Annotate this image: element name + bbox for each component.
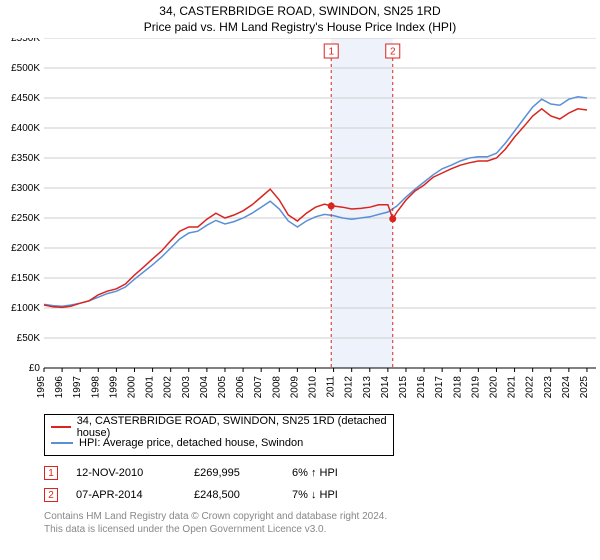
svg-text:2004: 2004: [199, 376, 210, 399]
chart-area: £0 £50K £100K £150K £200K £250K £300K £350K £400…: [0, 38, 600, 408]
svg-text:2018: 2018: [452, 376, 463, 399]
svg-text:2000: 2000: [126, 376, 137, 399]
svg-text:2025: 2025: [579, 376, 590, 399]
sale-row: 1 12-NOV-2010 £269,995 6% ↑ HPI: [44, 462, 600, 484]
svg-text:£250K: £250K: [11, 213, 40, 224]
sale-marker: 1: [44, 466, 58, 480]
svg-text:2008: 2008: [271, 376, 282, 399]
svg-text:2013: 2013: [362, 376, 373, 399]
svg-text:2020: 2020: [488, 376, 499, 399]
sales-table: 1 12-NOV-2010 £269,995 6% ↑ HPI 2 07-APR-2014…: [44, 462, 600, 506]
legend-label: HPI: Average price, detached house, Swin…: [79, 437, 303, 449]
svg-text:2021: 2021: [507, 376, 518, 399]
svg-text:2009: 2009: [289, 376, 300, 399]
svg-text:£500K: £500K: [11, 63, 40, 74]
svg-text:1: 1: [328, 47, 334, 58]
svg-text:1998: 1998: [90, 376, 101, 399]
svg-text:2012: 2012: [344, 376, 355, 399]
svg-text:2005: 2005: [217, 376, 228, 399]
sale-delta: 7% ↓ HPI: [292, 489, 382, 501]
sale-date: 12-NOV-2010: [76, 467, 176, 479]
svg-text:2017: 2017: [434, 376, 445, 399]
svg-text:2006: 2006: [235, 376, 246, 399]
svg-text:1997: 1997: [72, 376, 83, 399]
legend: 34, CASTERBRIDGE ROAD, SWINDON, SN25 1RD…: [44, 414, 394, 456]
svg-text:2002: 2002: [163, 376, 174, 399]
svg-text:2016: 2016: [416, 376, 427, 399]
svg-text:2015: 2015: [398, 376, 409, 399]
svg-text:2024: 2024: [561, 376, 572, 399]
sale-delta: 6% ↑ HPI: [292, 467, 382, 479]
footnote-line1: Contains HM Land Registry data © Crown c…: [44, 510, 600, 523]
svg-text:2014: 2014: [380, 376, 391, 399]
footnote-line2: This data is licensed under the Open Gov…: [44, 523, 600, 536]
footnote: Contains HM Land Registry data © Crown c…: [44, 510, 600, 536]
svg-text:£150K: £150K: [11, 273, 40, 284]
svg-text:£450K: £450K: [11, 93, 40, 104]
sale-row: 2 07-APR-2014 £248,500 7% ↓ HPI: [44, 484, 600, 506]
svg-text:£300K: £300K: [11, 183, 40, 194]
sale-date: 07-APR-2014: [76, 489, 176, 501]
svg-text:£200K: £200K: [11, 243, 40, 254]
sale-price: £269,995: [194, 467, 274, 479]
legend-label: 34, CASTERBRIDGE ROAD, SWINDON, SN25 1RD…: [77, 415, 387, 439]
svg-text:2007: 2007: [253, 376, 264, 399]
legend-swatch: [51, 442, 73, 444]
svg-text:£0: £0: [29, 363, 41, 374]
svg-text:£350K: £350K: [11, 153, 40, 164]
svg-text:2: 2: [390, 47, 396, 58]
svg-text:2001: 2001: [145, 376, 156, 399]
legend-item: 34, CASTERBRIDGE ROAD, SWINDON, SN25 1RD…: [51, 419, 387, 435]
svg-text:1995: 1995: [36, 376, 47, 399]
sale-marker: 2: [44, 488, 58, 502]
svg-text:1996: 1996: [54, 376, 65, 399]
sale-price: £248,500: [194, 489, 274, 501]
svg-text:2022: 2022: [525, 376, 536, 399]
svg-text:2011: 2011: [326, 376, 337, 398]
svg-text:2023: 2023: [543, 376, 554, 399]
svg-text:1999: 1999: [108, 376, 119, 399]
svg-text:2010: 2010: [307, 376, 318, 399]
svg-text:2019: 2019: [470, 376, 481, 399]
svg-text:£50K: £50K: [17, 333, 41, 344]
chart-titles: 34, CASTERBRIDGE ROAD, SWINDON, SN25 1RD…: [0, 0, 600, 38]
line-chart: £0 £50K £100K £150K £200K £250K £300K £350K £400…: [0, 38, 600, 408]
svg-text:£550K: £550K: [11, 38, 40, 44]
legend-swatch: [51, 426, 71, 428]
svg-text:£400K: £400K: [11, 123, 40, 134]
title-address: 34, CASTERBRIDGE ROAD, SWINDON, SN25 1RD: [0, 4, 600, 18]
svg-text:£100K: £100K: [11, 303, 40, 314]
svg-text:2003: 2003: [181, 376, 192, 399]
title-subtitle: Price paid vs. HM Land Registry's House …: [0, 18, 600, 38]
